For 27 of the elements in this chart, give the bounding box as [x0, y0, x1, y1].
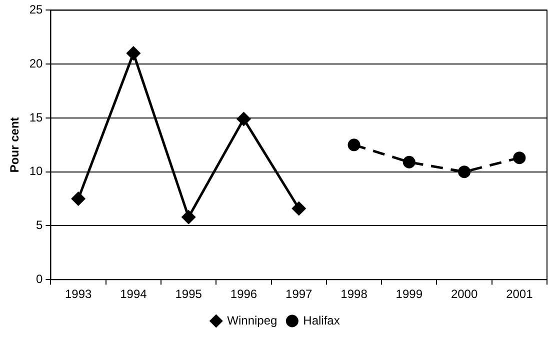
x-tick-label: 2000: [450, 287, 478, 302]
point: [402, 156, 416, 168]
x-tick-label: 1998: [340, 287, 368, 302]
point: [292, 202, 306, 216]
x-tick-label: 1997: [286, 287, 313, 302]
point: [458, 166, 471, 178]
y-axis-title: Pour cent: [8, 117, 22, 173]
y-tick-label: 5: [36, 218, 44, 232]
point: [348, 138, 360, 152]
x-tick-label: 2001: [506, 287, 534, 302]
legend-label: Halifax: [303, 313, 340, 328]
point: [126, 46, 140, 60]
x-tick-label: 1994: [120, 287, 148, 302]
point: [236, 112, 250, 126]
y-tick-label: 0: [36, 272, 44, 286]
x-tick-label: 1996: [230, 287, 258, 302]
x-tick-label: 1995: [175, 287, 202, 302]
point: [72, 192, 86, 206]
x-tick-label: 1999: [396, 287, 423, 302]
point: [513, 152, 526, 164]
y-tick-label: 10: [29, 164, 44, 178]
y-tick-label: 20: [29, 56, 44, 70]
point: [182, 210, 196, 224]
legend-label: Winnipeg: [227, 313, 278, 328]
y-tick-label: 15: [29, 110, 44, 124]
y-tick-label: 25: [29, 2, 44, 17]
x-tick-label: 1993: [64, 287, 92, 302]
